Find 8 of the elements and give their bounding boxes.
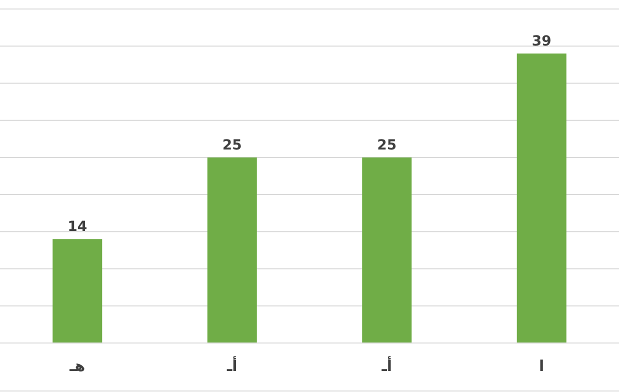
x-tick-label: ا [539,357,544,375]
data-label: 14 [68,219,88,236]
x-tick-label: أـ [226,356,238,375]
data-label: 25 [222,137,242,154]
data-label: 25 [377,137,397,154]
x-tick-label: هـ [68,357,86,375]
data-label: 39 [532,34,552,50]
x-tick-label: أـ [380,356,392,375]
